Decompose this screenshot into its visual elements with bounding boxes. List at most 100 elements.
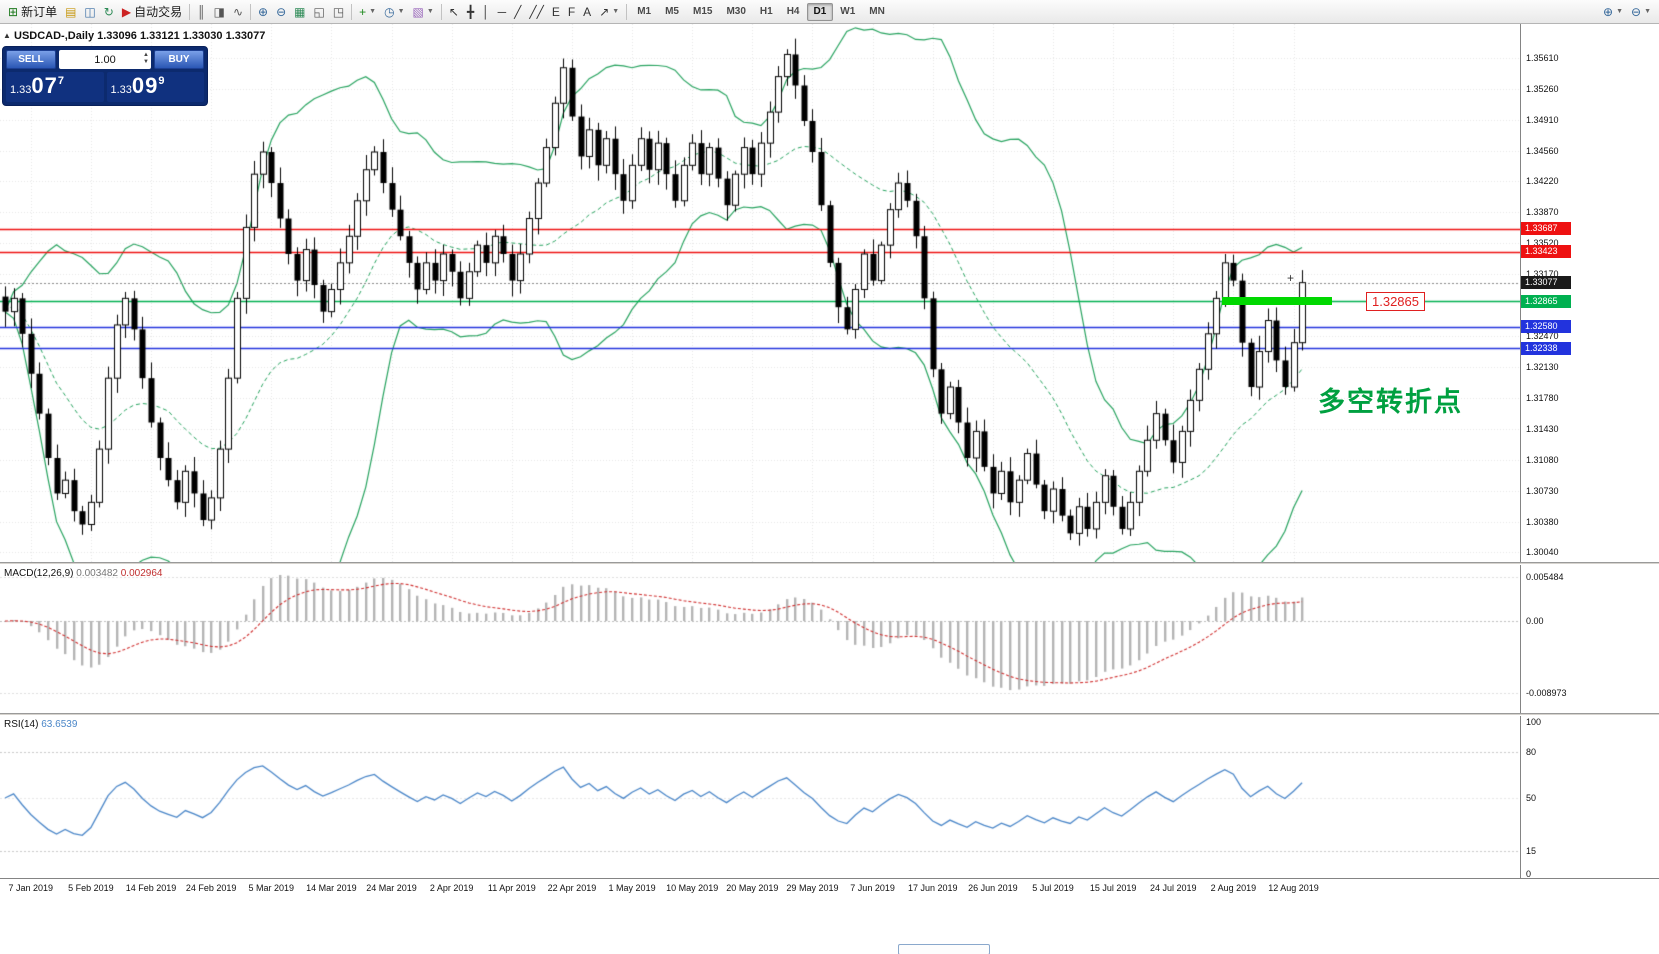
panel-splitter[interactable] [0, 713, 1659, 716]
macd-canvas[interactable] [0, 565, 1520, 713]
price-chart-canvas[interactable] [0, 24, 1520, 562]
price-axis-label: 1.30380 [1526, 516, 1559, 527]
timeframe-h4-button[interactable]: H4 [786, 5, 800, 17]
toolbar-separator [250, 3, 251, 20]
bid-prefix: 1.33 [10, 84, 32, 96]
rsi-axis-label: 15 [1526, 846, 1537, 857]
market-watch-button[interactable]: ◫ [80, 2, 99, 22]
new-order-icon: ⊞ [8, 4, 19, 19]
cascade-windows-button[interactable]: ◳ [329, 2, 348, 22]
text-tool-button[interactable]: A [579, 2, 595, 22]
price-axis-label: 1.30730 [1526, 485, 1559, 496]
arrows-tool-button[interactable]: ↗ ▼ [595, 2, 623, 22]
date-label: 24 Jul 2019 [1149, 883, 1197, 893]
price-level-tag: 1.33423 [1521, 245, 1571, 259]
volume-input[interactable]: 1.00 ▲ ▼ [59, 50, 151, 69]
periods-icon: ◷ [384, 4, 395, 19]
crosshair-tool-button[interactable]: ╋ [463, 2, 478, 22]
add-indicator-button[interactable]: + ▼ [355, 2, 380, 22]
date-label: 10 May 2019 [666, 883, 719, 893]
bid-price-display[interactable]: 1.33077 [6, 72, 104, 102]
ask-price-display[interactable]: 1.33099 [106, 72, 204, 102]
timeframe-m30-button[interactable]: M30 [726, 5, 746, 17]
bottom-space [0, 898, 1659, 954]
auto-trading-button[interactable]: ▶ 自动交易 [118, 2, 186, 22]
dropdown-arrow-icon[interactable]: ▼ [426, 8, 434, 15]
new-order-button[interactable]: ⊞ 新订单 [4, 2, 61, 22]
macd-axis-label: 0.005484 [1526, 572, 1564, 583]
ask-pipette: 9 [158, 75, 165, 87]
tile-windows-button[interactable]: ◱ [309, 2, 328, 22]
line-chart-type-button[interactable]: ∿ [229, 2, 247, 22]
rsi-axis-label: 100 [1526, 717, 1542, 727]
dropdown-arrow-icon[interactable]: ▼ [1644, 8, 1651, 15]
rsi-panel: RSI(14) 63.6539 100 80 50 15 0 [0, 716, 1659, 878]
chart-title: USDCAD-,Daily 1.33096 1.33121 1.33030 1.… [14, 30, 266, 42]
fibonacci-tool-button[interactable]: F [564, 2, 579, 22]
timeframe-mn-button[interactable]: MN [869, 5, 885, 17]
date-label: 5 Jul 2019 [1032, 883, 1074, 893]
panel-splitter[interactable] [0, 562, 1659, 565]
spin-down-icon[interactable]: ▼ [143, 59, 149, 65]
bottom-scrollbar-thumb[interactable] [898, 944, 990, 954]
zoom-in-button[interactable]: ⊕ [254, 2, 272, 22]
price-level-tag: 1.32580 [1521, 320, 1571, 334]
timeframe-m1-button[interactable]: M1 [637, 5, 652, 17]
grid-button[interactable]: ▦ [290, 2, 309, 22]
grid-icon: ▦ [294, 4, 306, 19]
price-axis-label: 1.31430 [1526, 423, 1559, 434]
date-label: 11 Apr 2019 [487, 883, 536, 893]
price-axis-label: 1.33170 [1526, 269, 1559, 280]
new-order-button-label: 新订单 [21, 5, 58, 19]
price-axis-label: 1.34910 [1526, 115, 1559, 126]
rsi-canvas[interactable] [0, 716, 1520, 878]
volume-spinner[interactable]: ▲ ▼ [143, 52, 149, 66]
dropdown-arrow-icon[interactable]: ▼ [612, 8, 620, 15]
periods-button[interactable]: ◷ ▼ [380, 2, 408, 22]
date-label: 17 Jun 2019 [907, 883, 958, 893]
level-price-callout[interactable]: 1.32865 [1366, 292, 1425, 312]
zoom-in-right-button[interactable]: ⊕ ▼ [1599, 2, 1627, 22]
zoom-out-right-icon: ⊖ [1631, 4, 1642, 19]
zoom-out-button[interactable]: ⊖ [272, 2, 290, 22]
price-axis-label: 1.35260 [1526, 84, 1559, 95]
date-label: 12 Aug 2019 [1268, 883, 1319, 893]
timeframe-h1-button[interactable]: H1 [759, 5, 773, 17]
timeframe-m5-button[interactable]: M5 [665, 5, 679, 17]
channel-tool-button[interactable]: ╱╱ [525, 2, 547, 22]
timeframe-w1-button[interactable]: W1 [840, 5, 856, 17]
sell-button[interactable]: SELL [6, 50, 56, 69]
cursor-tool-button[interactable]: ↖ [445, 2, 463, 22]
rsi-axis-label: 80 [1526, 747, 1537, 758]
trendline-tool-button[interactable]: ╱ [510, 2, 525, 22]
timeframe-m15-button[interactable]: M15 [693, 5, 713, 17]
macd-axis-strip [1520, 565, 1659, 713]
macd-axis-label: -0.008973 [1526, 687, 1567, 698]
date-label: 1 May 2019 [608, 883, 656, 893]
bar-chart-type-button[interactable]: ║ [193, 2, 210, 22]
main-toolbar: ⊞ 新订单 ▤ ◫ ↻ ▶ 自动交易 ║ ◨ ∿ ⊕ ⊖ ▦ ◱ ◳ + ▼ ◷ ▼ ▧ ▼ ↖ ╋ │ ─ ╱ ╱╱ E F A ↗ ▼ M1… [0, 0, 1659, 24]
collapse-chart-icon[interactable]: ▲ [3, 31, 11, 40]
macd-axis-label: 0.00 [1526, 616, 1544, 626]
ask-prefix: 1.33 [110, 84, 132, 96]
template-icon: ▧ [412, 4, 424, 19]
vertical-line-tool-button[interactable]: │ [478, 2, 494, 22]
equidistant-channel-tool-button[interactable]: E [548, 2, 564, 22]
horizontal-line-tool-button[interactable]: ─ [494, 2, 511, 22]
date-label: 24 Feb 2019 [185, 883, 237, 893]
date-label: 15 Jul 2019 [1089, 883, 1137, 893]
buy-button[interactable]: BUY [154, 50, 204, 69]
spin-up-icon[interactable]: ▲ [143, 52, 149, 58]
timeframe-d1-button[interactable]: D1 [806, 2, 834, 21]
dropdown-arrow-icon[interactable]: ▼ [369, 8, 377, 15]
price-axis-label: 1.33520 [1526, 238, 1559, 249]
candlestick-type-button[interactable]: ◨ [210, 2, 229, 22]
date-label: 26 Jun 2019 [968, 883, 1018, 893]
zoom-out-right-button[interactable]: ⊖ ▼ [1627, 2, 1655, 22]
refresh-button[interactable]: ↻ [100, 2, 118, 22]
dropdown-arrow-icon[interactable]: ▼ [1616, 8, 1623, 15]
dropdown-arrow-icon[interactable]: ▼ [397, 8, 405, 15]
template-button[interactable]: ▧ ▼ [409, 2, 438, 22]
metaeditor-button[interactable]: ▤ [61, 2, 80, 22]
rsi-name: RSI(14) [4, 719, 39, 730]
